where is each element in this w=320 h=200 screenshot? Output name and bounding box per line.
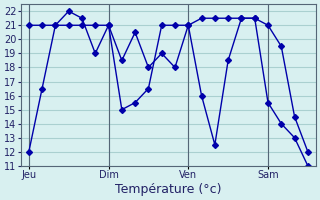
X-axis label: Température (°c): Température (°c) [115,183,221,196]
